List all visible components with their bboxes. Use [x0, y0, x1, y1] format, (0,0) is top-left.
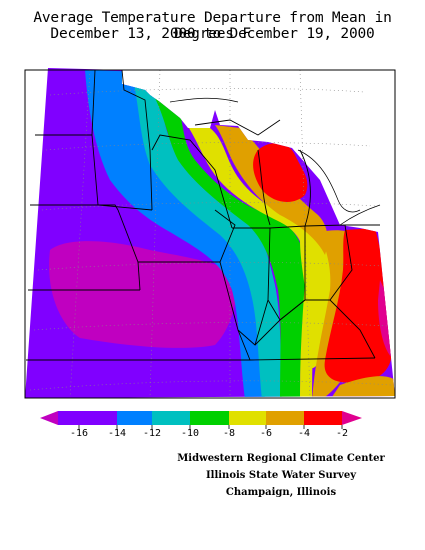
map-title-line1: Average Temperature Departure from Mean …	[33, 10, 392, 42]
legend-swatch-14-to-12	[117, 411, 152, 425]
temperature-field	[25, 68, 395, 398]
credit-line2: Illinois State Water Survey	[205, 470, 357, 481]
legend-label: -8	[223, 428, 235, 439]
legend-swatch-16-to-14	[58, 411, 117, 425]
legend-swatch-below-16	[40, 411, 58, 425]
legend-label: -16	[70, 428, 88, 439]
legend-label: -6	[260, 428, 272, 439]
credit-line1: Midwestern Regional Climate Center	[177, 453, 385, 464]
legend-label: -4	[298, 428, 310, 439]
legend-swatch-6-to-4	[266, 411, 304, 425]
legend-swatch-8-to-6	[229, 411, 266, 425]
credit-line3: Champaign, Illinois	[225, 487, 337, 498]
legend-swatch-12-to-10	[152, 411, 190, 425]
legend-colorbar: -16 -14 -12 -10 -8 -6 -4 -2	[40, 411, 362, 439]
legend-label: -2	[336, 428, 348, 439]
map-title-line2: December 13, 2000 to December 19, 2000	[50, 26, 375, 42]
legend-swatch-10-to-8	[190, 411, 229, 425]
legend-label: -10	[181, 428, 199, 439]
legend-swatch-4-to-2	[304, 411, 342, 425]
legend-label: -14	[108, 428, 126, 439]
state-boundaries	[24, 69, 396, 399]
legend-swatch-above-2	[342, 411, 362, 425]
legend-label: -12	[143, 428, 161, 439]
